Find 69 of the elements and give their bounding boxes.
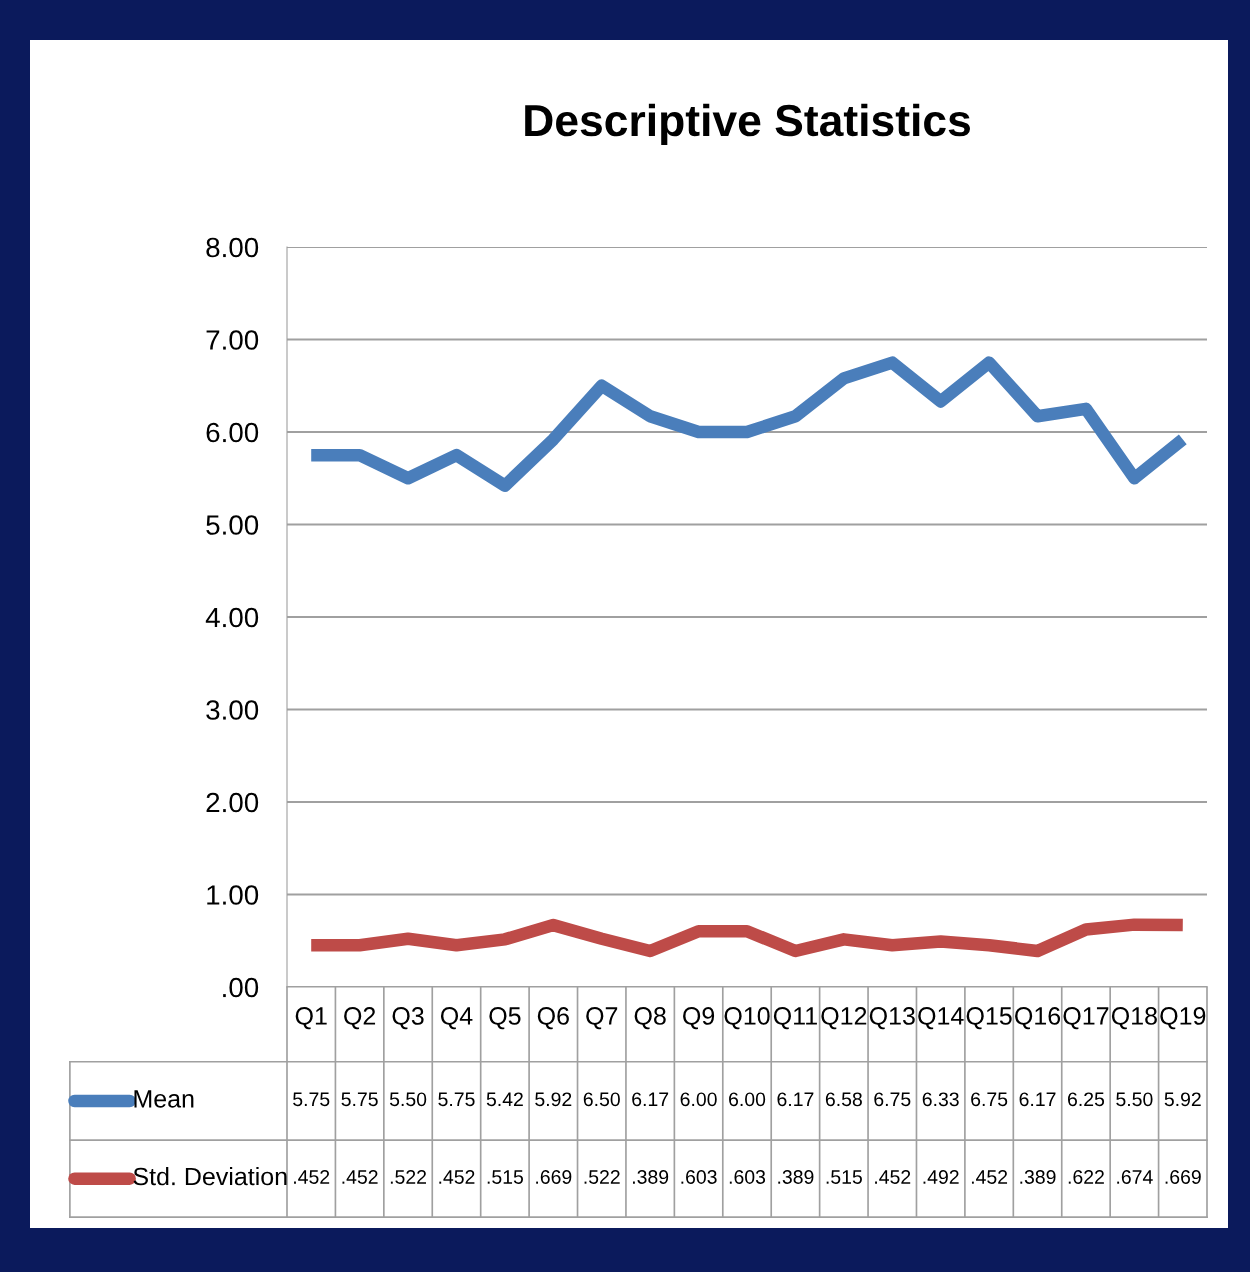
data-label: 6.58: [825, 1092, 862, 1107]
data-label: .515: [487, 1170, 523, 1184]
data-label: .669: [1165, 1170, 1201, 1184]
data-label: .603: [681, 1170, 717, 1184]
data-label: 6.25: [1068, 1092, 1105, 1107]
data-label: .669: [536, 1170, 572, 1184]
x-tick-label: Q13: [869, 1007, 915, 1030]
data-label: .452: [342, 1170, 378, 1184]
data-label: .452: [971, 1170, 1008, 1184]
data-label: .522: [390, 1170, 426, 1184]
legend-label: Std. Deviation: [133, 1167, 287, 1186]
y-tick-label: 3.00: [206, 700, 259, 720]
x-tick-label: Q17: [1063, 1007, 1109, 1030]
y-tick-label: 7.00: [206, 330, 259, 350]
data-label: 5.50: [389, 1092, 427, 1107]
x-tick-label: Q9: [683, 1007, 715, 1030]
data-label: .522: [584, 1170, 620, 1184]
y-tick-label: 5.00: [206, 515, 259, 535]
x-tick-label: Q4: [440, 1007, 473, 1030]
x-tick-label: Q12: [821, 1007, 867, 1030]
x-tick-label: Q10: [724, 1007, 770, 1030]
data-label: 6.17: [632, 1092, 669, 1107]
legend-label: Mean: [134, 1090, 194, 1108]
x-tick-label: Q15: [966, 1007, 1012, 1030]
data-label: 6.75: [874, 1092, 911, 1107]
data-label: .674: [1117, 1170, 1153, 1184]
x-tick-label: Q3: [392, 1007, 424, 1030]
x-tick-label: Q19: [1160, 1007, 1206, 1030]
y-tick-label: 1.00: [207, 885, 259, 905]
data-label: 5.50: [1116, 1092, 1153, 1107]
data-label: 6.17: [1019, 1092, 1056, 1107]
x-tick-label: Q7: [586, 1007, 618, 1030]
data-label: 5.75: [438, 1092, 475, 1107]
data-label: .389: [1020, 1170, 1056, 1184]
data-label: 5.42: [486, 1092, 523, 1107]
data-label: .389: [633, 1170, 669, 1184]
x-tick-label: Q16: [1015, 1007, 1061, 1030]
y-tick-label: .00: [223, 977, 259, 998]
data-label: 6.75: [971, 1092, 1008, 1107]
data-label: .492: [923, 1170, 959, 1184]
x-tick-label: Q6: [537, 1007, 569, 1030]
x-tick-label: Q18: [1111, 1007, 1157, 1030]
data-label: .622: [1068, 1170, 1104, 1184]
data-label: 6.00: [680, 1092, 717, 1107]
data-label: 6.00: [729, 1092, 766, 1107]
data-label: 5.75: [341, 1092, 378, 1107]
data-label: .452: [875, 1170, 911, 1184]
data-label: 6.50: [583, 1092, 620, 1107]
chart-title: Descriptive Statistics: [525, 103, 970, 146]
x-tick-label: Q8: [634, 1007, 666, 1030]
y-tick-label: 4.00: [205, 607, 259, 628]
data-label: 5.75: [293, 1092, 330, 1107]
x-tick-label: Q5: [489, 1007, 521, 1030]
data-label: .452: [294, 1170, 330, 1184]
data-label: 5.92: [1164, 1092, 1201, 1107]
x-tick-label: Q1: [295, 1007, 327, 1030]
data-label: .452: [439, 1170, 475, 1184]
data-label: 6.17: [777, 1092, 814, 1107]
y-tick-label: 2.00: [206, 792, 259, 813]
data-label: 5.92: [535, 1092, 572, 1107]
y-tick-label: 6.00: [206, 422, 259, 443]
x-tick-label: Q2: [344, 1007, 376, 1030]
data-label: .515: [826, 1170, 862, 1184]
x-tick-label: Q11: [773, 1007, 817, 1030]
y-tick-label: 8.00: [206, 237, 259, 258]
data-label: .603: [729, 1170, 766, 1184]
x-tick-label: Q14: [918, 1007, 964, 1030]
data-label: 6.33: [922, 1092, 959, 1107]
data-label: .389: [778, 1170, 814, 1184]
